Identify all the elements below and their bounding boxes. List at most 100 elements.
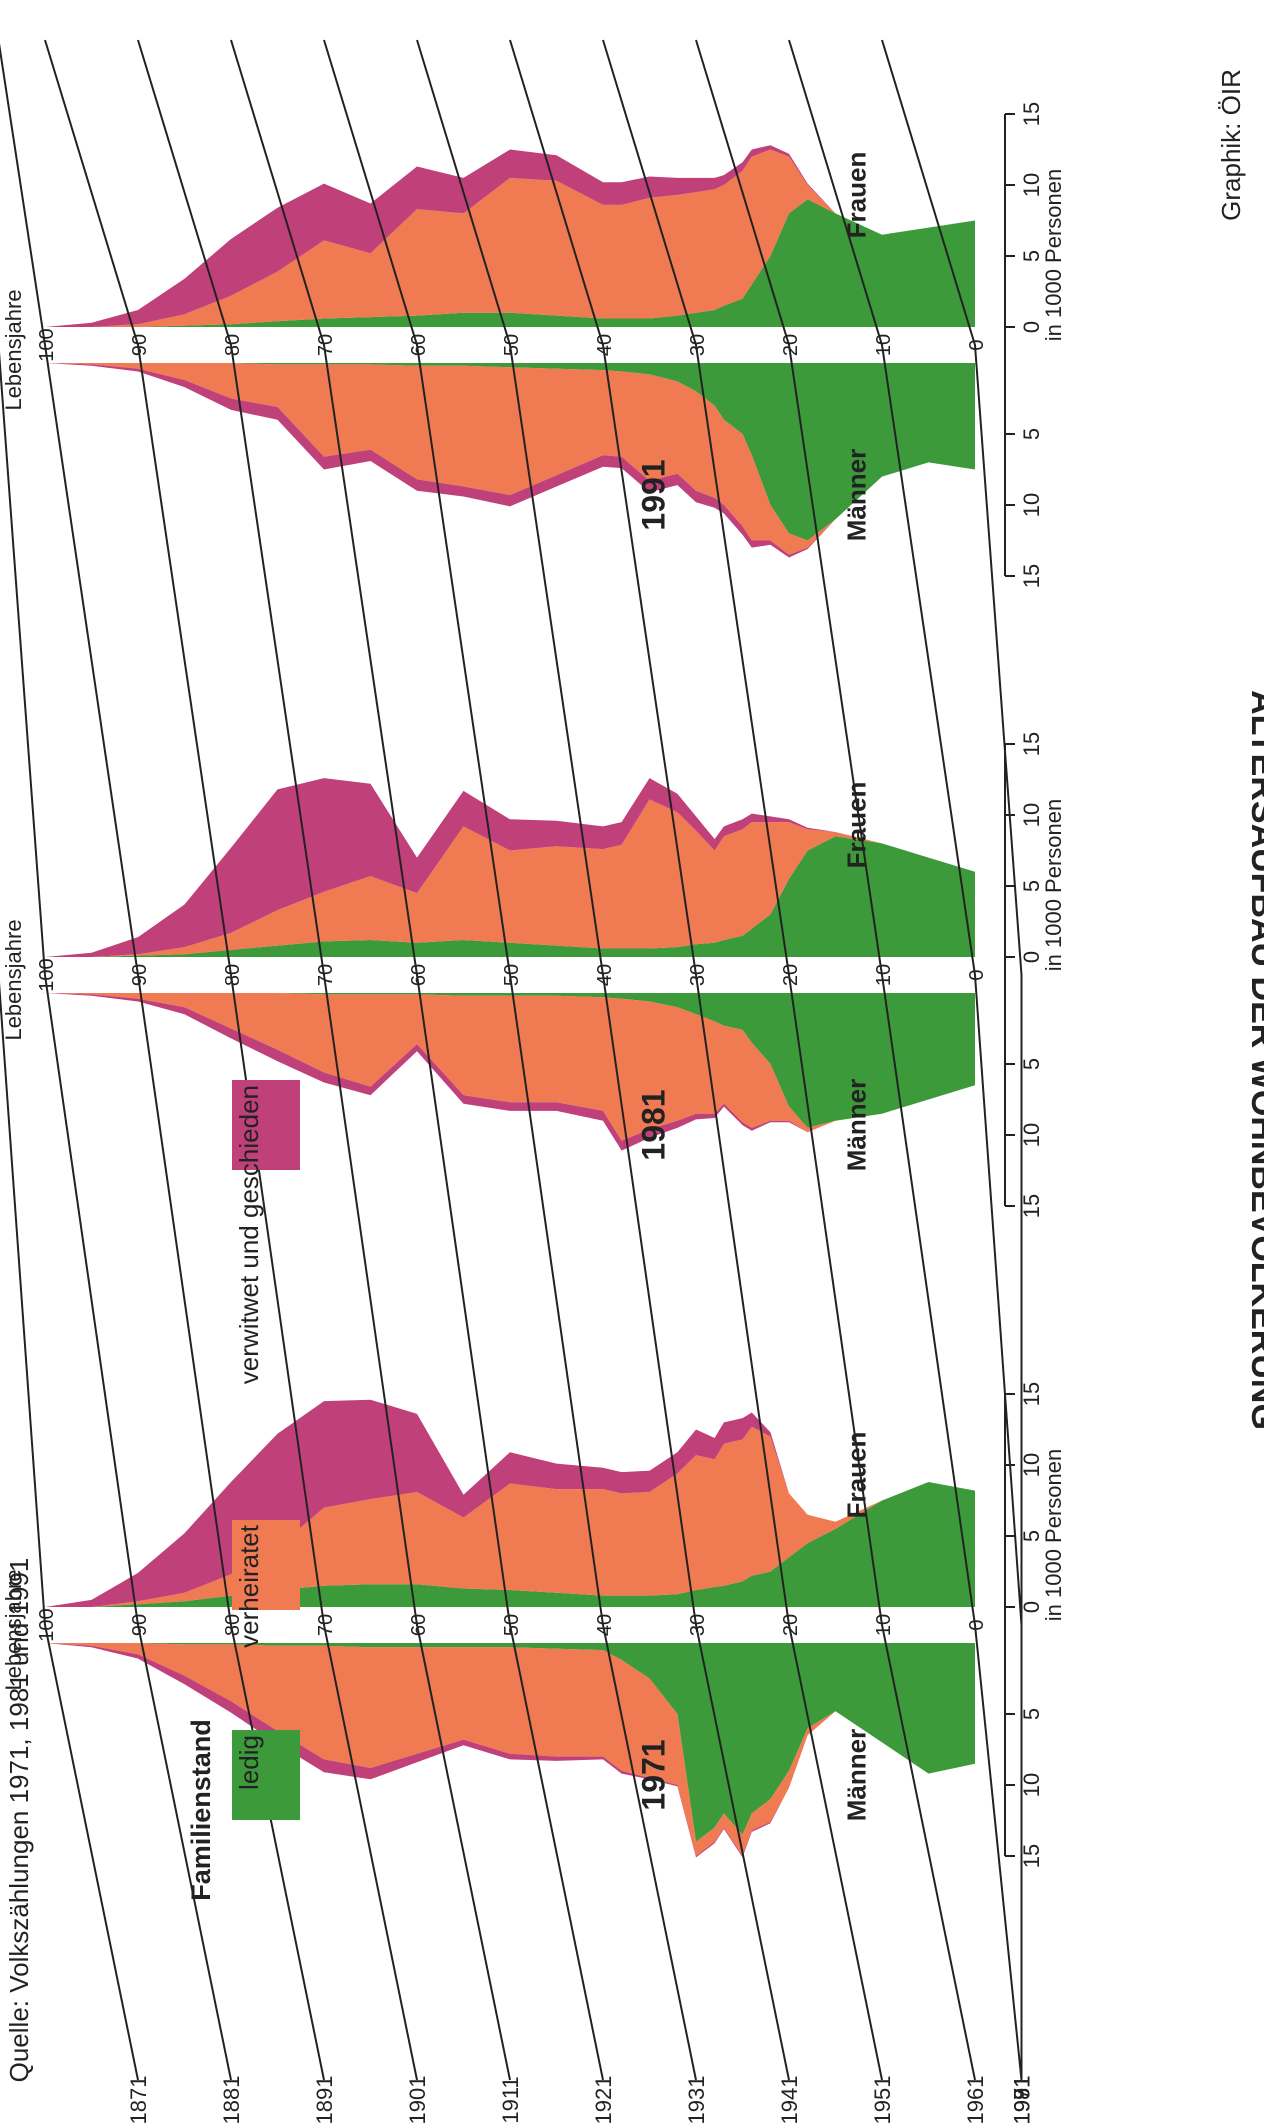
area-1971-women-verwitwet xyxy=(45,1399,975,1607)
age-tick-label: 50 xyxy=(501,964,523,986)
persons-tick-label: 0 xyxy=(1019,321,1044,333)
area-1981-women-ledig xyxy=(45,836,975,957)
persons-tick-label: 10 xyxy=(1019,1773,1044,1797)
women-label: Frauen xyxy=(842,782,872,869)
area-1981-women-verwitwet xyxy=(45,778,975,957)
age-tick-label: 0 xyxy=(966,969,988,980)
birth-year-label: 1901 xyxy=(405,2076,430,2125)
birth-year-label: 1911 xyxy=(498,2076,523,2123)
birth-year-line xyxy=(230,39,604,2081)
panel-year-label: 1981 xyxy=(636,1089,672,1160)
age-tick-label: 10 xyxy=(873,334,895,356)
persons-tick-label: 5 xyxy=(1019,428,1044,440)
age-tick-label: 90 xyxy=(129,964,151,986)
legend-title: Familienstand xyxy=(186,1719,216,1901)
legend-swatch-verheiratet xyxy=(232,1520,300,1610)
legend: Familienstand ledig verheiratet verwitwe… xyxy=(186,1080,300,1901)
birth-year-label: 1891 xyxy=(312,2076,337,2125)
men-label: Männer xyxy=(842,1729,872,1821)
age-tick-label: 0 xyxy=(966,1619,988,1630)
age-tick-label: 60 xyxy=(408,1614,430,1636)
area-1981-women-verheiratet xyxy=(45,799,975,957)
graphic-credit: Graphik: ÖIR xyxy=(1216,69,1246,221)
age-tick-label: 90 xyxy=(129,1614,151,1636)
age-tick-label: 100 xyxy=(36,958,58,991)
birth-year-label: 1991 xyxy=(1010,2076,1035,2125)
age-tick-label: 30 xyxy=(687,334,709,356)
persons-tick-label: 5 xyxy=(1019,250,1044,262)
area-1981-men-verheiratet xyxy=(45,993,975,1141)
persons-tick-label: 10 xyxy=(1019,1453,1044,1477)
persons-tick-label: 15 xyxy=(1019,1194,1044,1218)
birth-year-line xyxy=(44,39,418,2081)
age-tick-label: 100 xyxy=(36,328,58,361)
age-tick-label: 40 xyxy=(594,1614,616,1636)
age-tick-label: 90 xyxy=(129,334,151,356)
plot-layer xyxy=(45,145,975,1858)
age-tick-label: 50 xyxy=(501,1614,523,1636)
age-tick-label: 10 xyxy=(873,964,895,986)
age-tick-label: 70 xyxy=(315,334,337,356)
age-tick-label: 60 xyxy=(408,964,430,986)
area-1971-women-ledig xyxy=(45,1482,975,1607)
birth-year-label: 1971 xyxy=(1010,2076,1035,2125)
birth-year-line xyxy=(0,351,232,2081)
area-1991-men-ledig xyxy=(45,363,975,541)
age-tick-label: 30 xyxy=(687,1614,709,1636)
persons-tick-label: 5 xyxy=(1019,1530,1044,1542)
persons-axis-label: in 1000 Personen xyxy=(1041,169,1066,341)
birth-year-label: 1921 xyxy=(591,2076,616,2125)
men-label: Männer xyxy=(842,449,872,541)
area-1991-men-verwitwet xyxy=(45,363,975,558)
age-tick-label: 70 xyxy=(315,1614,337,1636)
source-note: Quelle: Volkszählungen 1971, 1981 und 19… xyxy=(4,1558,34,2083)
age-tick-label: 70 xyxy=(315,964,337,986)
panel-year-label: 1971 xyxy=(636,1739,672,1810)
area-1991-women-ledig xyxy=(45,199,975,327)
age-tick-label: 60 xyxy=(408,334,430,356)
persons-tick-label: 15 xyxy=(1019,102,1044,126)
persons-tick-label: 0 xyxy=(1019,951,1044,963)
age-tick-label: 100 xyxy=(36,1608,58,1641)
persons-tick-label: 5 xyxy=(1019,880,1044,892)
persons-tick-label: 10 xyxy=(1019,803,1044,827)
persons-tick-label: 15 xyxy=(1019,1844,1044,1868)
panel-1981 xyxy=(45,778,975,1151)
birth-year-label: 1931 xyxy=(684,2076,709,2125)
age-tick-label: 40 xyxy=(594,334,616,356)
birth-year-line xyxy=(602,39,976,2081)
page-title: ALTERSAUFBAU DER WOHNBEVÖLKERUNG xyxy=(1244,690,1264,1430)
women-label: Frauen xyxy=(842,152,872,239)
age-tick-label: 80 xyxy=(222,964,244,986)
birth-year-label: 1961 xyxy=(963,2076,988,2125)
birth-year-line xyxy=(509,39,883,2081)
panel-year-label: 1991 xyxy=(636,459,672,530)
persons-tick-label: 5 xyxy=(1019,1058,1044,1070)
age-tick-label: 20 xyxy=(780,1614,802,1636)
men-label: Männer xyxy=(842,1079,872,1171)
persons-tick-label: 0 xyxy=(1019,1601,1044,1613)
area-1991-men-verheiratet xyxy=(45,363,975,555)
persons-tick-label: 15 xyxy=(1019,732,1044,756)
label-layer: 1971 Männer Frauen Lebensjahre in 1000 Perso… xyxy=(1,152,1066,1822)
birth-year-line xyxy=(695,39,1023,2081)
persons-tick-label: 10 xyxy=(1019,1123,1044,1147)
legend-label-verheiratet: verheiratet xyxy=(234,1524,264,1648)
women-label: Frauen xyxy=(842,1432,872,1519)
persons-tick-label: 15 xyxy=(1019,564,1044,588)
legend-swatch-verwitwet xyxy=(232,1080,300,1170)
birth-year-label: 1981 xyxy=(1010,2076,1035,2125)
persons-tick-label: 15 xyxy=(1019,1382,1044,1406)
age-tick-label: 50 xyxy=(501,334,523,356)
age-tick-label: 10 xyxy=(873,1614,895,1636)
persons-tick-label: 5 xyxy=(1019,1708,1044,1720)
birth-year-label: 1951 xyxy=(870,2076,895,2125)
birth-year-line xyxy=(881,39,1023,2080)
birth-year-label: 1941 xyxy=(777,2076,802,2125)
birth-year-line xyxy=(323,39,697,2081)
age-tick-label: 80 xyxy=(222,334,244,356)
birth-year-label: 1881 xyxy=(219,2076,244,2125)
birth-year-line xyxy=(0,981,139,2081)
